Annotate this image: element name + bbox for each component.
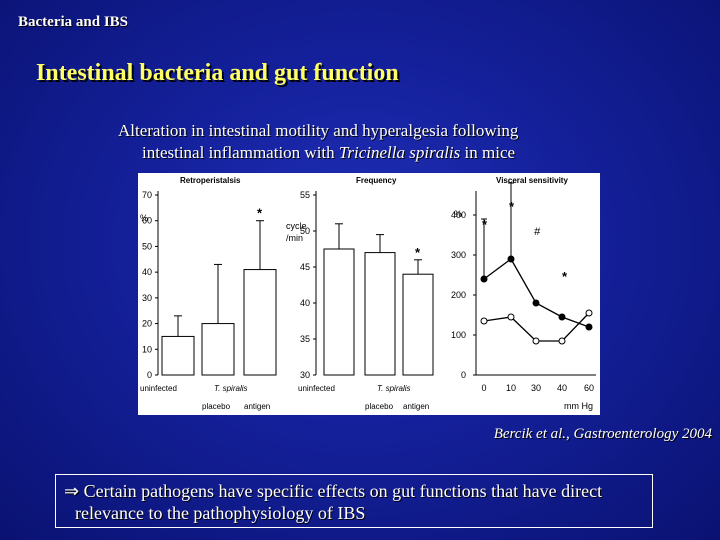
y-tick-label: 20 (142, 319, 152, 329)
x-label-species: T. spiralis (214, 384, 248, 393)
y-tick-label: 45 (300, 262, 310, 272)
data-point-filled (507, 255, 515, 263)
subtitle-suffix: in mice (460, 143, 516, 162)
subtitle-line2: intestinal inflammation with Tricinella … (118, 142, 618, 164)
x-label-antigen: antigen (244, 402, 270, 411)
x-tick-label: 60 (584, 383, 594, 393)
y-tick-label: 0 (147, 370, 152, 380)
series-line (483, 258, 590, 328)
data-point-open (532, 337, 540, 345)
citation: Bercik et al., Gastroenterology 2004 (493, 426, 712, 442)
bar (364, 252, 396, 376)
x-tick-label: 30 (531, 383, 541, 393)
y-tick-label: 300 (451, 250, 466, 260)
y-tick-label: 55 (300, 190, 310, 200)
significance-marker: * (482, 217, 488, 232)
y-tick-label: 100 (451, 330, 466, 340)
slide-title: Intestinal bacteria and gut function (36, 60, 399, 86)
x-tick-label: 0 (481, 383, 486, 393)
bar (402, 273, 434, 376)
y-tick-label: 30 (142, 293, 152, 303)
x-label-uninfected: uninfected (298, 384, 335, 393)
y-axis-label: % (454, 209, 462, 219)
bar (323, 248, 355, 376)
slide-subtitle: Alteration in intestinal motility and hy… (118, 120, 618, 164)
section-tag: Bacteria and IBS (18, 14, 129, 30)
y-tick-label: 200 (451, 290, 466, 300)
bar (161, 335, 195, 376)
x-label-placebo: placebo (365, 402, 394, 411)
significance-marker: * (509, 199, 515, 214)
significance-marker: * (415, 245, 421, 260)
y-tick-label: 400 (451, 210, 466, 220)
y-tick-label: 0 (461, 370, 466, 380)
subtitle-line1: Alteration in intestinal motility and hy… (118, 121, 519, 140)
series-line (483, 312, 590, 342)
x-label-placebo: placebo (202, 402, 231, 411)
y-tick-label: 50 (300, 226, 310, 236)
bar (243, 269, 277, 376)
chart-title: Frequency (356, 176, 397, 185)
data-point-filled (585, 323, 593, 331)
x-label-species: T. spiralis (377, 384, 411, 393)
y-tick-label: 70 (142, 190, 152, 200)
data-point-filled (532, 299, 540, 307)
data-point-open (585, 309, 593, 317)
y-tick-label: 40 (142, 267, 152, 277)
data-point-open (558, 337, 566, 345)
x-tick-label: 40 (557, 383, 567, 393)
y-axis-label: cycle (286, 221, 307, 231)
x-label-uninfected: uninfected (140, 384, 177, 393)
chart-title: Visceral sensitivity (496, 176, 568, 185)
significance-marker: * (562, 269, 568, 284)
x-axis-label: mm Hg (564, 401, 593, 411)
x-label-antigen: antigen (403, 402, 429, 411)
y-tick-label: 60 (142, 216, 152, 226)
bar (201, 323, 235, 376)
significance-marker: * (257, 206, 263, 221)
conclusion-line2: relevance to the pathophysiology of IBS (75, 503, 366, 523)
subtitle-prefix: intestinal inflammation with (142, 143, 339, 162)
data-point-filled (480, 275, 488, 283)
x-tick-label: 10 (506, 383, 516, 393)
data-point-open (507, 313, 515, 321)
implies-arrow-icon: ⇒ (64, 481, 80, 501)
conclusion-line1: Certain pathogens have specific effects … (79, 481, 603, 501)
figure-svg: Retroperistalsis 0 10 20 30 40 50 60 70% * uninfec… (140, 176, 596, 411)
figure-panel: Retroperistalsis 0 10 20 30 40 50 60 70% * uninfec… (138, 173, 600, 415)
y-tick-label: 10 (142, 344, 152, 354)
conclusion-box: ⇒ Certain pathogens have specific effect… (55, 474, 653, 528)
y-axis-label: % (140, 213, 148, 223)
y-tick-label: 50 (142, 241, 152, 251)
y-tick-label: 40 (300, 298, 310, 308)
data-point-open (480, 317, 488, 325)
significance-marker: # (534, 226, 541, 238)
y-tick-label: 30 (300, 370, 310, 380)
y-axis-label-unit: /min (286, 233, 303, 243)
data-point-filled (558, 313, 566, 321)
y-tick-label: 35 (300, 334, 310, 344)
chart-title: Retroperistalsis (180, 176, 241, 185)
subtitle-species: Tricinella spiralis (338, 143, 461, 162)
